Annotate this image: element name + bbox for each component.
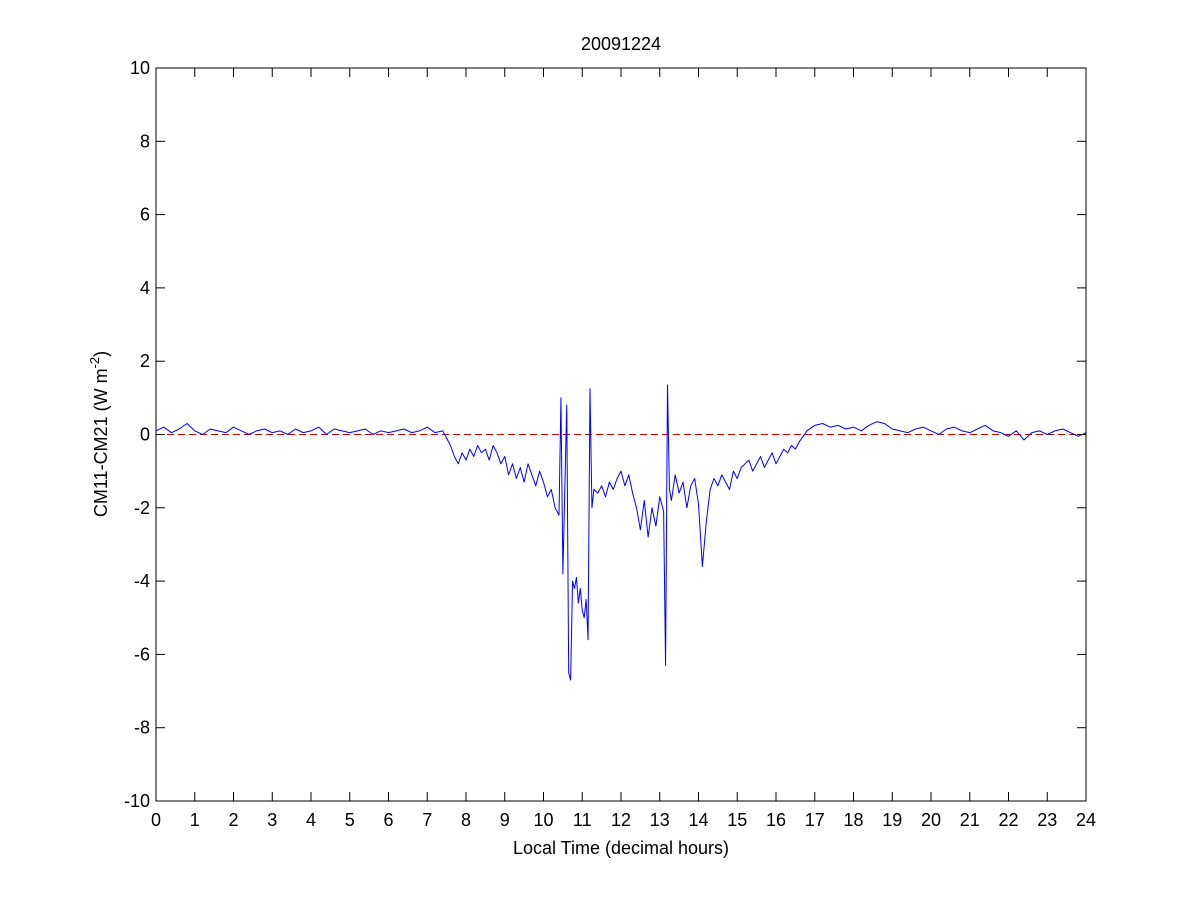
y-tick-label: -6 — [134, 644, 150, 664]
x-tick-label: 14 — [688, 810, 708, 830]
x-tick-label: 9 — [500, 810, 510, 830]
x-tick-label: 4 — [306, 810, 316, 830]
chart-title: 20091224 — [581, 34, 661, 54]
x-tick-label: 19 — [882, 810, 902, 830]
y-axis-label: CM11-CM21 (W m-2) — [87, 351, 111, 517]
y-tick-label: 4 — [140, 278, 150, 298]
y-tick-label: -8 — [134, 718, 150, 738]
y-axis-label-sup: -2 — [87, 357, 102, 369]
x-tick-label: 8 — [461, 810, 471, 830]
x-tick-label: 24 — [1076, 810, 1096, 830]
y-tick-label: -4 — [134, 571, 150, 591]
y-tick-label: 10 — [130, 58, 150, 78]
x-tick-label: 15 — [727, 810, 747, 830]
x-tick-label: 3 — [267, 810, 277, 830]
x-tick-label: 7 — [422, 810, 432, 830]
y-tick-label: 6 — [140, 205, 150, 225]
y-tick-label: 2 — [140, 351, 150, 371]
y-tick-label: -2 — [134, 498, 150, 518]
x-tick-label: 11 — [573, 810, 592, 830]
x-tick-label: 2 — [228, 810, 238, 830]
x-tick-label: 0 — [151, 810, 161, 830]
x-tick-label: 17 — [805, 810, 825, 830]
x-tick-label: 6 — [383, 810, 393, 830]
y-axis-label-main: CM11-CM21 (W m — [91, 368, 111, 517]
x-tick-label: 10 — [533, 810, 553, 830]
y-tick-label: 0 — [140, 425, 150, 445]
x-tick-label: 12 — [611, 810, 631, 830]
x-tick-label: 18 — [843, 810, 863, 830]
x-tick-label: 1 — [190, 810, 200, 830]
y-tick-label: -10 — [124, 791, 150, 811]
x-tick-label: 21 — [960, 810, 980, 830]
y-tick-label: 8 — [140, 131, 150, 151]
x-tick-label: 13 — [650, 810, 670, 830]
y-axis-label-end: ) — [91, 351, 111, 357]
x-tick-label: 20 — [921, 810, 941, 830]
x-tick-label: 22 — [998, 810, 1018, 830]
data-line — [155, 384, 1087, 681]
x-tick-label: 5 — [345, 810, 355, 830]
x-tick-label: 23 — [1037, 810, 1057, 830]
x-axis-label: Local Time (decimal hours) — [513, 838, 729, 858]
x-tick-label: 16 — [766, 810, 786, 830]
